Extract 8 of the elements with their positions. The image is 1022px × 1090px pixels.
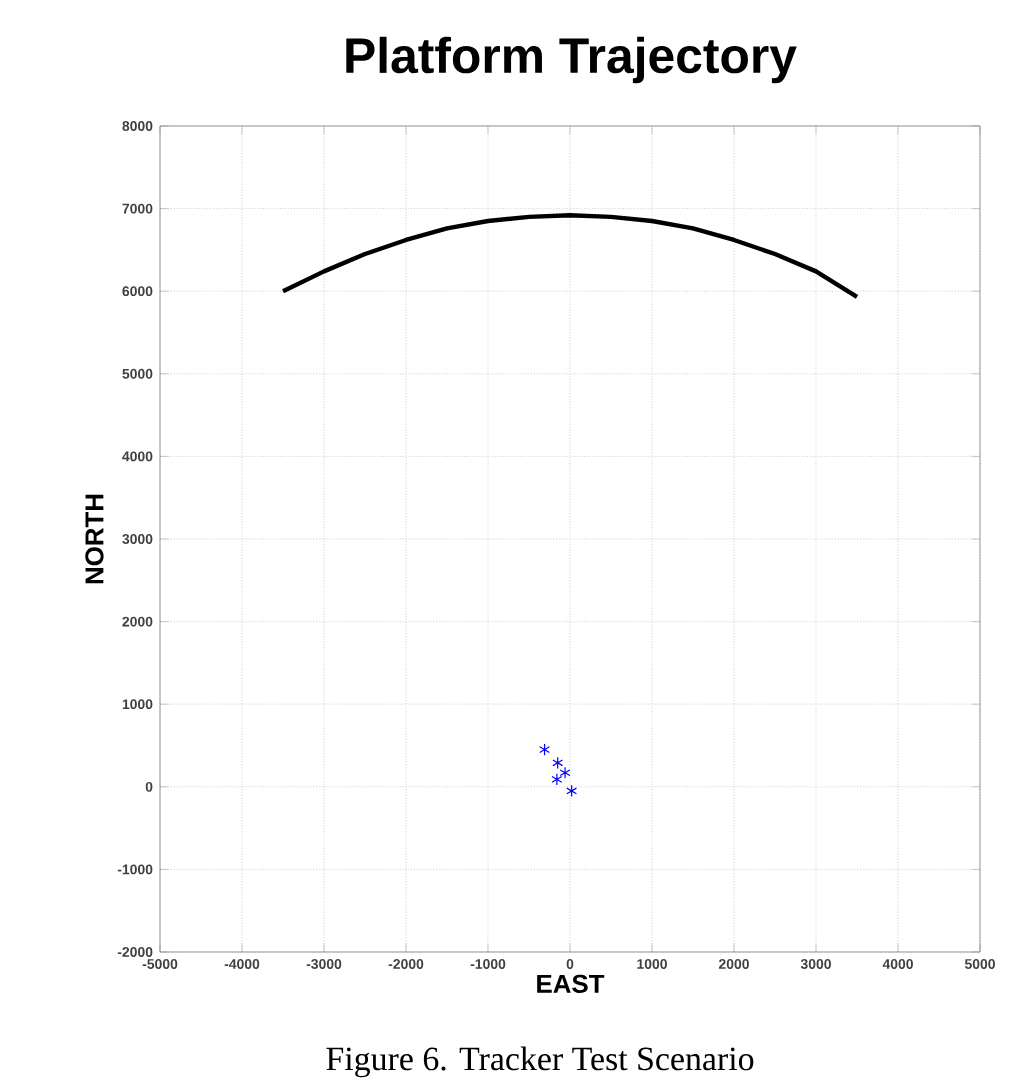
caption: Figure 6. Tracker Test Scenario bbox=[326, 1046, 754, 1078]
line-series bbox=[280, 213, 860, 300]
point bbox=[551, 773, 563, 786]
point bbox=[566, 784, 578, 798]
y-axis-title: NORTH bbox=[85, 494, 104, 584]
chart-title: Platform Trajectory bbox=[346, 36, 797, 84]
x-axis-title: EAST bbox=[537, 974, 605, 993]
point bbox=[539, 743, 551, 756]
